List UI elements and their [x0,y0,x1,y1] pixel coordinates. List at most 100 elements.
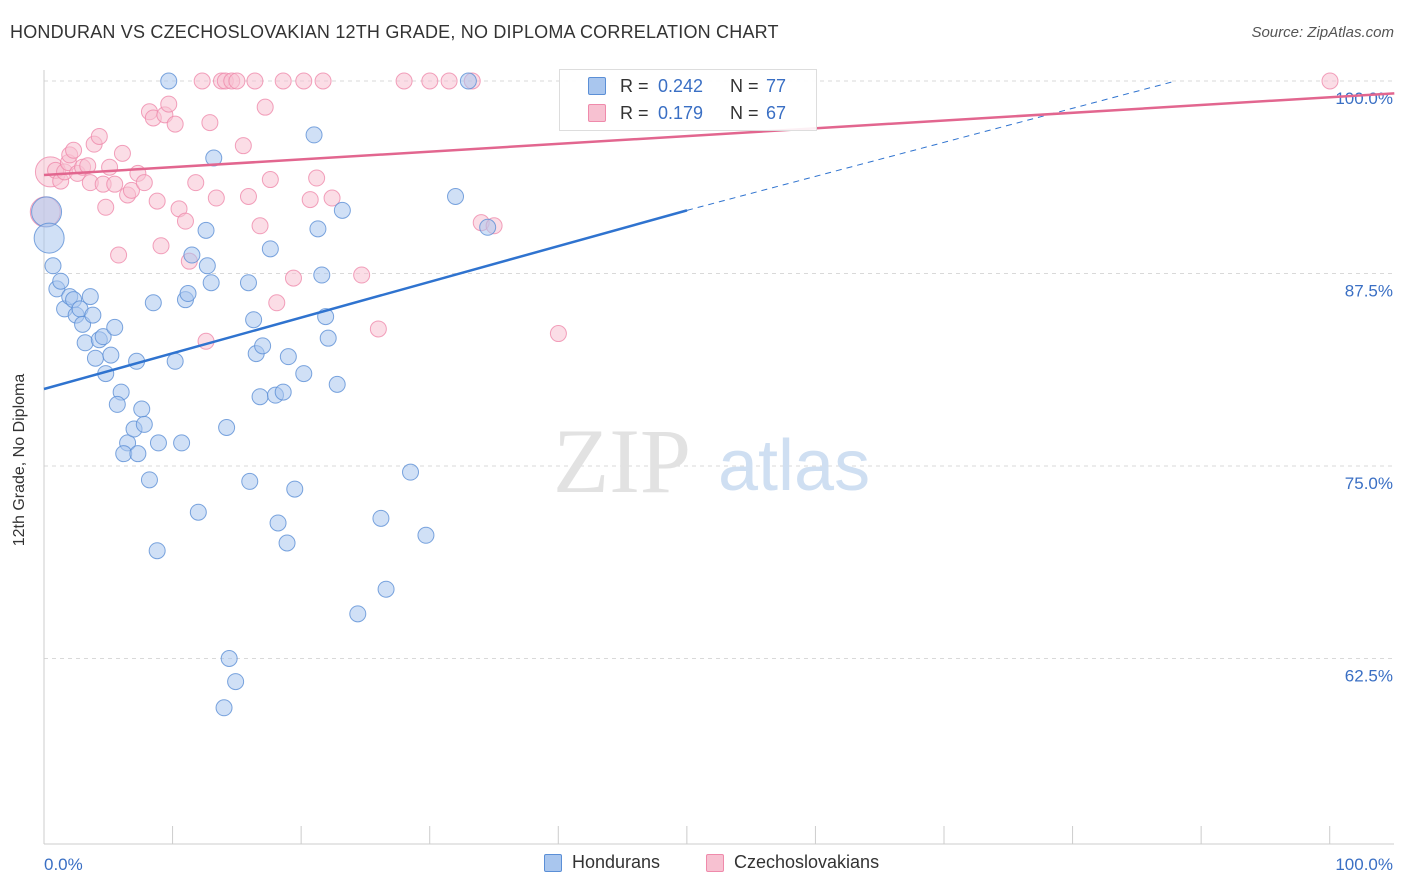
honduran-point [205,149,223,167]
chart-title: HONDURAN VS CZECHOSLOVAKIAN 12TH GRADE, … [10,22,779,42]
stats-n-label: N = [730,75,759,96]
honduran-point [81,288,99,306]
honduran-point [333,201,351,219]
honduran-point [115,445,133,463]
honduran-point [148,542,166,560]
legend-item-hondurans[interactable]: Hondurans [544,852,660,873]
czechoslovakian-point [353,266,371,284]
czechoslovakian-point [201,114,219,132]
czechoslovakian-point [323,189,341,207]
czechoslovakian-point [122,181,140,199]
czechoslovakian-point [549,325,567,343]
honduran-point [173,434,191,452]
czechoslovakian-point [160,95,178,113]
stats-n-value: 77 [766,75,787,96]
czechoslovakian-point [193,72,211,90]
czechoslovakian-point [314,72,332,90]
czechoslovakian-point [176,212,194,230]
legend-swatch-hondurans [544,853,562,872]
czechoslovakian-point [101,158,119,176]
honduran-point [227,673,245,691]
honduran-point [459,72,477,90]
czechoslovakian-point [234,137,252,155]
czechoslovakian-point [395,72,413,90]
honduran-point [160,72,178,90]
honduran-point [218,419,236,436]
honduran-point [286,480,304,498]
stats-n-label: N = [730,102,759,123]
honduran-point [108,395,126,413]
czechoslovakian-point [187,174,205,192]
honduran-point [328,375,346,393]
honduran-point [31,196,63,228]
honduran-point [106,318,124,336]
honduran-point [402,463,420,481]
stats-n-value: 67 [766,102,787,123]
grid-lines [44,80,1394,659]
honduran-point [215,699,233,717]
honduran-point [149,434,167,452]
stats-r-label: R = [620,102,649,123]
honduran-point [377,580,395,598]
honduran-point [198,257,216,275]
czechoslovakian-point [246,72,264,90]
honduran-point [102,346,120,364]
honduran-point [447,188,465,205]
honduran-point [417,526,435,544]
czechoslovakian-point [106,175,124,193]
czechoslovakian-point [440,72,458,90]
honduran-point [197,221,215,239]
honduran-point [189,503,207,521]
honduran-trend-line [43,209,688,391]
czechoslovakian-point [148,192,166,210]
honduran-point [202,274,220,292]
honduran-point [261,240,279,258]
honduran-point [241,472,259,490]
czechoslovakian-point [239,188,257,205]
chart-source: Source: ZipAtlas.com [1251,24,1394,41]
czechoslovakian-point [261,171,279,189]
watermark-zip: ZIP [553,410,691,512]
honduran-point [239,274,257,292]
y-tick-label: 100.0% [1335,89,1393,108]
honduran-point [274,383,292,401]
legend-label-czechoslovakians: Czechoslovakians [734,852,880,872]
czechoslovakian-point [369,320,387,338]
honduran-point [86,349,104,367]
honduran-point [76,334,94,352]
honduran-point [33,222,65,254]
honduran-point [295,365,313,383]
honduran-point [305,126,323,144]
honduran-trend-extension [686,80,1176,211]
honduran-point [144,294,162,312]
czechoslovakian-point [284,269,302,287]
honduran-point [220,650,238,667]
honduran-point [279,348,297,366]
honduran-point [133,400,151,418]
czechoslovakian-point [65,141,83,159]
honduran-point [254,337,272,355]
czechoslovakian-point [90,127,108,145]
honduran-point [309,220,327,238]
czechoslovakian-point [97,198,115,216]
y-tick-label: 62.5% [1345,667,1393,686]
honduran-point [183,246,201,264]
honduran-point [166,352,184,370]
honduran-point [319,329,337,347]
czechoslovakian-point [295,72,313,90]
axes: 62.5% 75.0% 87.5% 100.0% 0.0% 100.0% [43,70,1394,874]
legend-item-czechoslovakians[interactable]: Czechoslovakians [706,852,879,873]
honduran-point [129,445,147,463]
czechoslovakian-point [1321,72,1339,90]
honduran-point [140,471,158,489]
czechoslovakian-trend-line [43,92,1395,177]
honduran-point [479,218,497,236]
czechoslovakian-point [301,191,319,209]
czechoslovakian-point [308,169,326,187]
y-tick-label: 87.5% [1345,282,1393,301]
czechoslovakian-point [135,174,153,192]
watermark-atlas: atlas [718,426,870,506]
honduran-point [84,306,102,324]
honduran-point [313,266,331,284]
